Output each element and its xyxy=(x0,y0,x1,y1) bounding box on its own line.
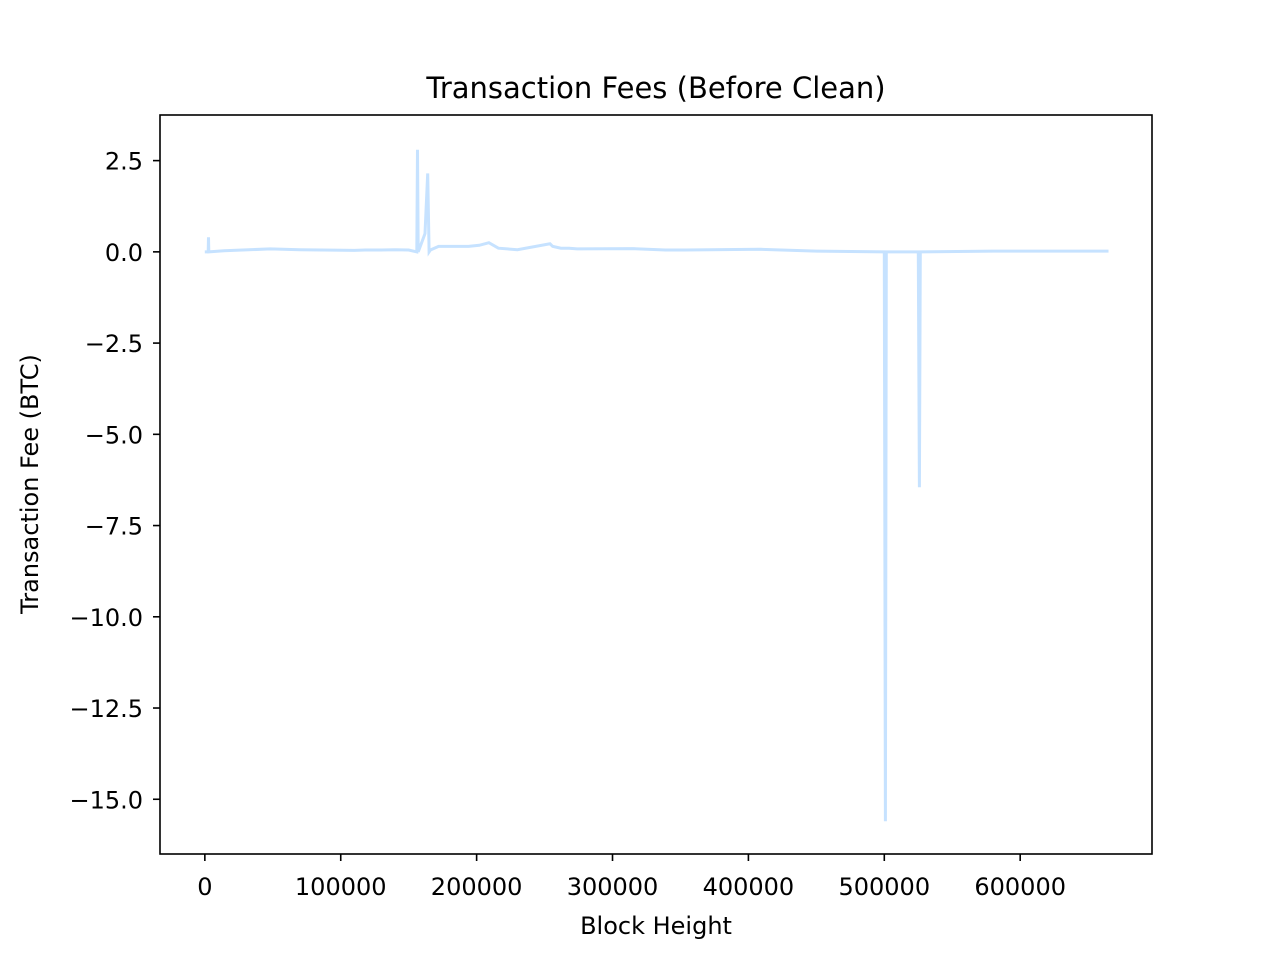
x-axis-label: Block Height xyxy=(580,912,732,940)
x-tick-label: 400000 xyxy=(703,873,795,901)
y-tick-label: −12.5 xyxy=(69,695,143,723)
y-tick-label: −7.5 xyxy=(85,513,143,541)
y-tick-label: −2.5 xyxy=(85,330,143,358)
y-axis-ticks: 2.5 0.0 −2.5 −5.0 −7.5 −10.0 −12.5 −15.0 xyxy=(69,148,160,814)
y-tick-label: −15.0 xyxy=(69,786,143,814)
x-tick-label: 200000 xyxy=(431,873,523,901)
y-tick-label: 2.5 xyxy=(105,148,143,176)
y-axis-label: Transaction Fee (BTC) xyxy=(16,354,44,615)
x-tick-label: 600000 xyxy=(974,873,1066,901)
x-axis-ticks: 0 100000 200000 300000 400000 500000 600000 xyxy=(197,854,1066,901)
y-tick-label: 0.0 xyxy=(105,239,143,267)
x-tick-label: 500000 xyxy=(838,873,930,901)
x-tick-label: 300000 xyxy=(567,873,659,901)
x-tick-label: 100000 xyxy=(295,873,387,901)
y-tick-label: −10.0 xyxy=(69,604,143,632)
y-tick-label: −5.0 xyxy=(85,421,143,449)
series-line xyxy=(204,149,1109,822)
plot-area: 0 100000 200000 300000 400000 500000 600000 2.… xyxy=(69,114,1153,901)
axes-frame xyxy=(159,114,1153,855)
chart-title: Transaction Fees (Before Clean) xyxy=(425,71,885,105)
x-tick-label: 0 xyxy=(197,873,212,901)
